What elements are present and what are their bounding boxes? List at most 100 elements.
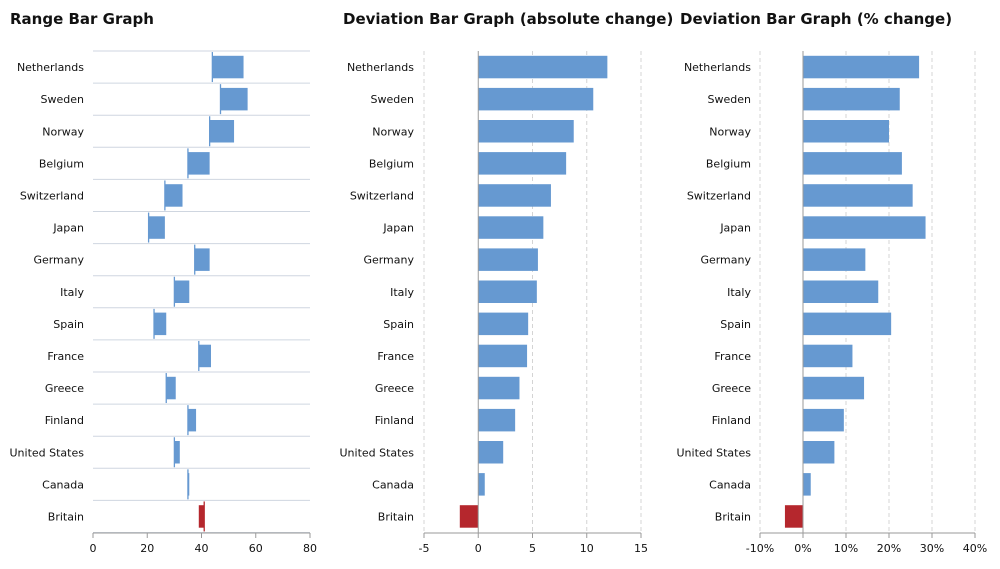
- absolute-chart: Netherlands Sweden Norway Belgium Switzerlan…: [340, 51, 648, 555]
- category-label: Japan: [719, 222, 751, 235]
- category-label: Belgium: [369, 157, 414, 170]
- category-label: Japan: [382, 222, 414, 235]
- x-tick-label: 20: [140, 542, 154, 555]
- category-label: Germany: [363, 254, 414, 267]
- bar: [803, 248, 866, 271]
- bar: [803, 408, 844, 432]
- bar: [174, 280, 190, 303]
- bar: [478, 184, 551, 207]
- x-tick-label: 80: [303, 542, 317, 555]
- bar: [174, 441, 180, 464]
- category-label: Britain: [715, 510, 751, 523]
- category-label: Switzerland: [687, 189, 751, 202]
- bar: [803, 473, 811, 496]
- bar: [194, 248, 210, 271]
- absolute-chart-title: Deviation Bar Graph (absolute change): [343, 10, 674, 28]
- category-label: France: [714, 350, 751, 363]
- percent-chart-title: Deviation Bar Graph (% change): [680, 10, 953, 28]
- x-tick-label: 0: [475, 542, 482, 555]
- bar: [803, 344, 853, 368]
- bar: [154, 312, 167, 336]
- x-tick-label: 10: [580, 542, 594, 555]
- category-label: Sweden: [708, 93, 751, 106]
- bar: [478, 248, 538, 271]
- bar: [478, 120, 574, 143]
- category-label: Japan: [52, 222, 84, 235]
- bar: [478, 376, 520, 400]
- category-label: Greece: [712, 382, 751, 395]
- bar: [164, 184, 183, 207]
- category-label: United States: [340, 446, 415, 459]
- bar: [478, 280, 537, 303]
- x-tick-label: 5: [529, 542, 536, 555]
- bar: [478, 87, 594, 111]
- bar: [478, 344, 528, 368]
- bar: [803, 312, 892, 336]
- bar: [459, 505, 479, 528]
- bar: [198, 344, 211, 368]
- bar: [209, 120, 235, 143]
- bar: [803, 152, 902, 175]
- category-label: Canada: [42, 478, 84, 491]
- category-label: Greece: [375, 382, 414, 395]
- bar: [187, 473, 190, 496]
- category-label: Netherlands: [684, 61, 751, 74]
- category-label: Spain: [53, 318, 84, 331]
- category-label: France: [47, 350, 84, 363]
- x-tick-label: 0%: [794, 542, 811, 555]
- bar: [803, 120, 889, 143]
- category-label: Norway: [709, 125, 751, 138]
- bar: [478, 216, 544, 239]
- x-tick-label: 15: [634, 542, 648, 555]
- bar: [148, 216, 165, 239]
- x-tick-label: 40: [195, 542, 209, 555]
- range-chart: Netherlands Sweden Norway Belgium Switzerlan…: [10, 50, 317, 555]
- bar: [803, 216, 926, 239]
- bar: [478, 408, 516, 432]
- bar: [212, 55, 244, 79]
- category-label: Switzerland: [350, 189, 414, 202]
- x-tick-label: 30%: [920, 542, 944, 555]
- x-tick-label: 60: [249, 542, 263, 555]
- category-label: Netherlands: [347, 61, 414, 74]
- x-tick-label: 0: [90, 542, 97, 555]
- category-label: Spain: [383, 318, 414, 331]
- x-tick-label: -5: [419, 542, 430, 555]
- category-label: United States: [677, 446, 752, 459]
- category-label: Switzerland: [20, 189, 84, 202]
- bar: [803, 184, 913, 207]
- category-label: France: [377, 350, 414, 363]
- x-tick-label: 10%: [834, 542, 858, 555]
- category-label: Greece: [45, 382, 84, 395]
- range-chart-title: Range Bar Graph: [10, 10, 154, 28]
- x-tick-label: 40%: [963, 542, 987, 555]
- category-label: Canada: [372, 478, 414, 491]
- category-label: United States: [10, 446, 85, 459]
- category-label: Belgium: [706, 157, 751, 170]
- category-label: Finland: [45, 414, 84, 427]
- category-label: Finland: [712, 414, 751, 427]
- bar: [187, 408, 197, 432]
- bar: [187, 152, 210, 175]
- bar: [803, 280, 879, 303]
- bar: [166, 376, 176, 400]
- bar: [478, 312, 529, 336]
- category-label: Italy: [727, 286, 751, 299]
- bar: [198, 505, 205, 528]
- category-label: Norway: [372, 125, 414, 138]
- category-label: Norway: [42, 125, 84, 138]
- bar: [784, 505, 803, 528]
- bar: [803, 87, 900, 111]
- category-label: Netherlands: [17, 61, 84, 74]
- category-label: Italy: [60, 286, 84, 299]
- category-label: Germany: [33, 254, 84, 267]
- category-label: Canada: [709, 478, 751, 491]
- bar: [220, 87, 248, 111]
- bar: [803, 441, 835, 464]
- percent-chart: Netherlands Sweden Norway Belgium Switzerlan…: [677, 51, 987, 555]
- x-tick-label: -10%: [746, 542, 774, 555]
- category-label: Britain: [378, 510, 414, 523]
- category-label: Germany: [700, 254, 751, 267]
- bar: [478, 441, 504, 464]
